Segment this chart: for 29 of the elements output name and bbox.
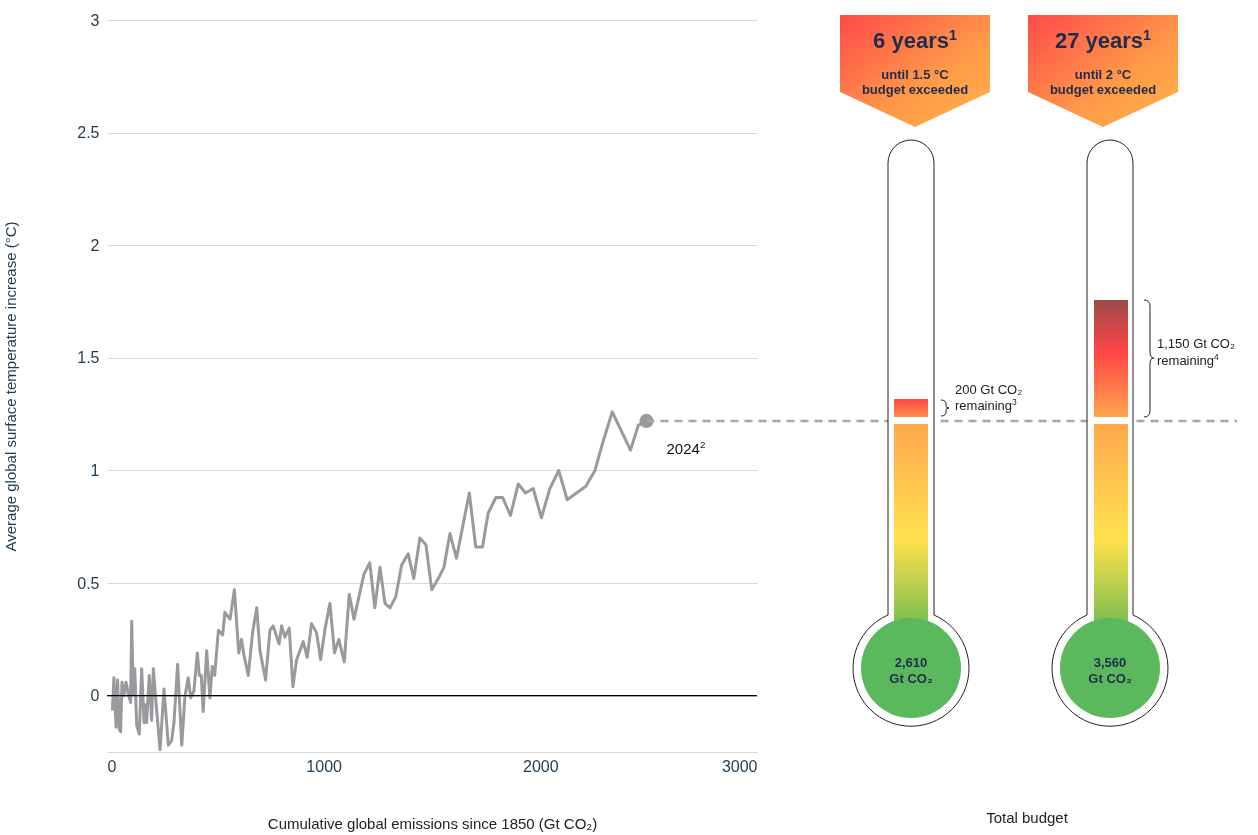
text: Total budget bbox=[986, 809, 1068, 826]
text: 27 years$^{1}$ bbox=[1054, 26, 1152, 53]
text: budget exceeded bbox=[1049, 82, 1157, 97]
text: until 1.5 °C bbox=[881, 67, 949, 82]
y-axis-title: Average global surface temperature increase (°C) bbox=[2, 221, 20, 552]
y-tick-label: 0 bbox=[90, 687, 100, 705]
x-tick-label: 1000 bbox=[306, 757, 343, 775]
text: Gt CO₂ bbox=[1088, 671, 1132, 686]
y-tick-label: 3 bbox=[90, 11, 100, 29]
text: 3,560 bbox=[1093, 655, 1127, 670]
text: remaining$^{4}$ bbox=[1157, 351, 1219, 368]
text: 6 years$^{1}$ bbox=[873, 26, 957, 53]
y-tick-label: 1 bbox=[90, 461, 100, 479]
x-tick-label: 3000 bbox=[721, 757, 758, 775]
x-axis-title: Cumulative global emissions since 1850 (Gt CO₂) bbox=[267, 814, 598, 832]
text: remaining$^{3}$ bbox=[955, 396, 1017, 413]
text: Gt CO₂ bbox=[889, 671, 933, 686]
text: 2,610 bbox=[894, 655, 928, 670]
y-tick-label: 2 bbox=[90, 236, 100, 254]
text: 1,150 Gt CO₂ bbox=[1157, 336, 1236, 351]
text: until 2 °C bbox=[1074, 67, 1132, 82]
text: budget exceeded bbox=[861, 82, 969, 97]
text: 200 Gt CO₂ bbox=[955, 382, 1023, 397]
annotation: 2024$^{2}$ bbox=[666, 438, 706, 457]
y-tick-label: 1.5 bbox=[77, 349, 100, 367]
y-tick-label: 2.5 bbox=[77, 124, 100, 142]
y-tick-label: 0.5 bbox=[77, 574, 100, 592]
x-tick-label: 2000 bbox=[523, 757, 559, 775]
x-tick-label: 0 bbox=[107, 757, 117, 775]
